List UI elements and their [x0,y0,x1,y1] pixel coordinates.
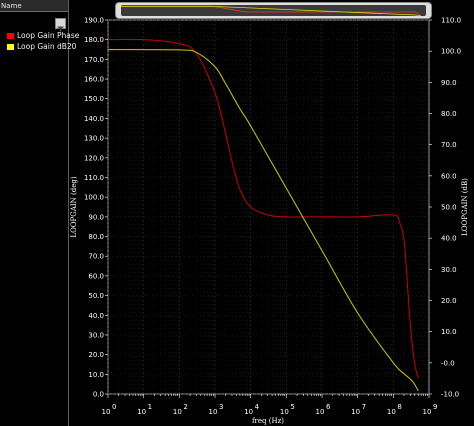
tick-labels: 0.0 10.0 20.0 30.0 40.0 50.0 60.0 70.0 80.0 90.0 1… [84,17,461,417]
series-lines [107,38,419,392]
y-left-tick-label: 70.0 [88,253,104,261]
y-left-tick-label: 80.0 [88,233,104,241]
x-tick-label: 10 [316,408,325,416]
x-tick-label-exponent: 7 [362,403,366,411]
y-right-tick-label: 70.0 [441,141,457,149]
overview-scrollbar[interactable] [115,2,432,19]
x-tick-label: 10 [244,408,253,416]
y-right-tick-label: 110.0 [441,17,461,25]
y-left-tick-label: 50.0 [88,292,104,300]
y-left-tick-label: 150.0 [84,95,104,103]
x-tick-label-exponent: 2 [183,403,187,411]
legend-item-loop-gain-db20[interactable]: Loop Gain dB20 [7,42,76,52]
y-right-tick-label: 20.0 [441,297,457,305]
x-tick-label-exponent: 5 [290,403,294,411]
legend-header: Name [0,0,68,12]
overview-thumbnail [121,5,426,17]
y-left-tick-label: 130.0 [84,135,104,143]
x-tick-label-exponent: 9 [433,403,437,411]
y-right-tick-label: 100.0 [441,48,461,56]
y-left-tick-label: 40.0 [88,312,104,320]
y-right-tick-label: 90.0 [441,79,457,87]
legend-item-label: Loop Gain dB20 [17,42,77,51]
y-right-tick-label: 60.0 [441,172,457,180]
y-right-tick-label: 30.0 [441,266,457,274]
y-left-tick-label: 20.0 [88,351,104,359]
y-axis-left-label: LOOPGAIN (deg) [70,176,78,237]
legend-swatch [7,33,14,39]
x-tick-label: 10 [423,408,432,416]
x-tick-label-exponent: 0 [112,403,116,411]
y-right-tick-label: -10.0 [441,391,459,399]
y-right-tick-label: 80.0 [441,110,457,118]
y-right-tick-label: 40.0 [441,235,457,243]
y-left-tick-label: 140.0 [84,115,104,123]
y-left-tick-label: 170.0 [84,56,104,64]
y-left-tick-label: 10.0 [88,371,104,379]
filter-icon [57,26,64,33]
y-left-tick-label: 100.0 [84,194,104,202]
x-tick-label-exponent: 1 [148,403,152,411]
y-right-tick-label: 10.0 [441,328,457,336]
x-tick-label: 10 [351,408,360,416]
legend-item-label: Loop Gain Phase [17,31,80,40]
y-left-tick-label: 120.0 [84,154,104,162]
x-tick-label-exponent: 4 [255,403,260,411]
y-axis-right-label: LOOPGAIN (dB) [461,178,469,236]
tick-marks [105,19,432,398]
overview-gain-line [121,6,422,17]
y-left-tick-label: 160.0 [84,76,104,84]
y-right-tick-label: -0.0 [441,359,455,367]
y-left-tick-label: 190.0 [84,17,104,25]
x-tick-label: 10 [102,408,111,416]
legend-item-loop-gain-phase[interactable]: Loop Gain Phase [7,31,79,41]
x-tick-label: 10 [137,408,146,416]
x-tick-label: 10 [280,408,289,416]
y-left-tick-label: 110.0 [84,174,104,182]
series-line-loop-gain-db20 [107,49,419,392]
plot-area [107,19,430,395]
x-axis-label: freq (Hz) [252,417,284,425]
y-right-tick-label: 50.0 [441,204,457,212]
x-tick-label-exponent: 3 [219,403,223,411]
legend-swatch [7,44,14,50]
y-left-tick-label: 180.0 [84,36,104,44]
filter-button[interactable] [55,18,66,33]
overview-phase-line [121,5,422,17]
y-left-tick-label: 60.0 [88,272,104,280]
x-tick-label: 10 [209,408,218,416]
overview-window [121,5,426,16]
x-tick-label-exponent: 8 [397,403,401,411]
x-tick-label: 10 [387,408,396,416]
y-left-tick-label: 30.0 [88,331,104,339]
y-left-tick-label: 0.0 [93,391,104,399]
x-tick-label: 10 [173,408,182,416]
series-line-loop-gain-phase [107,38,419,379]
legend-panel: Name Loop Gain Phase Loop Gain dB20 [0,0,79,426]
x-tick-label-exponent: 6 [326,403,331,411]
y-left-tick-label: 90.0 [88,213,104,221]
